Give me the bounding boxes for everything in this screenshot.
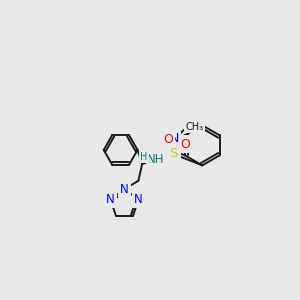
Text: O: O <box>164 134 173 146</box>
Text: N: N <box>106 193 115 206</box>
Text: S: S <box>169 147 177 160</box>
Text: O: O <box>180 138 190 151</box>
Text: H: H <box>140 152 147 162</box>
Text: O: O <box>169 146 179 159</box>
Text: N: N <box>120 183 129 196</box>
Text: NH: NH <box>147 153 165 166</box>
Text: CH₃: CH₃ <box>185 122 204 132</box>
Text: N: N <box>134 193 143 206</box>
Text: N: N <box>170 132 179 145</box>
Text: O: O <box>177 136 187 149</box>
